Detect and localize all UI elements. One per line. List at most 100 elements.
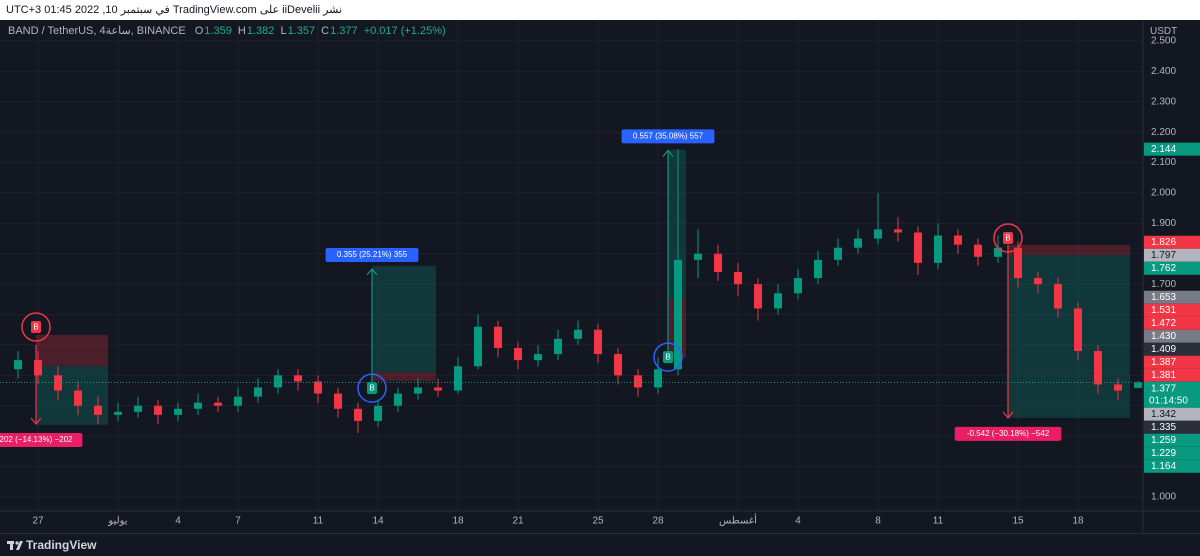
countdown: 01:14:50 bbox=[1149, 395, 1188, 406]
logo bbox=[7, 541, 23, 550]
x-tick-label: 11 bbox=[933, 516, 944, 527]
position-label: 0.355 (25.21%) 355 bbox=[337, 250, 408, 259]
profit-zone bbox=[1008, 254, 1130, 418]
price-label-box bbox=[1144, 446, 1200, 460]
y-tick-label: 1.000 bbox=[1151, 492, 1176, 503]
candle-body bbox=[694, 253, 702, 260]
x-tick-label: 21 bbox=[512, 516, 524, 527]
candle-body bbox=[334, 393, 342, 409]
ohlc-key: C bbox=[321, 25, 330, 37]
candle-body bbox=[994, 247, 1002, 257]
candle-body bbox=[174, 408, 182, 415]
x-tick-label: 14 bbox=[372, 516, 384, 527]
candle-body bbox=[774, 293, 782, 309]
publish-bar: نشر iiDevelii على TradingView.com في سبت… bbox=[0, 0, 1200, 20]
position-label-box bbox=[621, 129, 715, 144]
x-tick-label: يوليو bbox=[107, 516, 127, 527]
y-tick-label: 2.300 bbox=[1151, 96, 1176, 107]
position-label-box bbox=[325, 247, 419, 262]
candle-body bbox=[914, 232, 922, 263]
candle-body bbox=[74, 390, 82, 406]
signal-ring bbox=[21, 312, 51, 342]
publish-text: نشر iiDevelii على TradingView.com في سبت… bbox=[6, 4, 343, 16]
change: +0.017 (+1.25%) bbox=[363, 25, 446, 37]
candle-body bbox=[674, 259, 682, 370]
candle-body bbox=[834, 247, 842, 260]
candle-body bbox=[114, 411, 122, 415]
arrow-head bbox=[30, 417, 42, 425]
candle-body bbox=[234, 396, 242, 406]
y-tick-label: 1.700 bbox=[1151, 279, 1176, 290]
candle-body bbox=[1114, 384, 1122, 391]
x-tick-label: 18 bbox=[1072, 516, 1084, 527]
position-label: -0.542 (−30.18%) −542 bbox=[967, 429, 1050, 438]
x-tick-label: 7 bbox=[235, 516, 241, 527]
candle-body bbox=[134, 405, 142, 412]
price-label-box bbox=[1144, 235, 1200, 249]
candle-body bbox=[1094, 351, 1102, 385]
candle-body bbox=[54, 375, 62, 391]
candle-body bbox=[634, 375, 642, 388]
price-label: 1.387 bbox=[1151, 357, 1176, 368]
candle-body bbox=[254, 387, 262, 397]
brand: TradingView bbox=[26, 538, 97, 552]
profit-zone bbox=[372, 265, 436, 372]
candle-body bbox=[754, 284, 762, 309]
signal-text: B bbox=[1005, 234, 1010, 243]
price-label: 2.144 bbox=[1151, 144, 1176, 155]
y-tick-label: 2.500 bbox=[1151, 36, 1176, 47]
candle-body bbox=[874, 229, 882, 239]
candle-body bbox=[314, 381, 322, 394]
signal-badge bbox=[663, 351, 673, 364]
candle-body bbox=[14, 360, 22, 370]
price-label: 1.531 bbox=[1151, 305, 1176, 316]
price-label-box bbox=[1144, 290, 1200, 304]
price-label: 1.762 bbox=[1151, 263, 1176, 274]
ohlc-key: O bbox=[194, 25, 204, 37]
price-label-box bbox=[1144, 142, 1200, 156]
candle-body bbox=[934, 235, 942, 263]
price-label: 1.430 bbox=[1151, 331, 1176, 342]
candle-body bbox=[1134, 382, 1142, 388]
price-label-box bbox=[1144, 420, 1200, 434]
ohlc-key: H bbox=[237, 25, 246, 37]
candle-body bbox=[954, 235, 962, 245]
price-label: 1.342 bbox=[1151, 409, 1176, 420]
candle-body bbox=[1054, 284, 1062, 309]
x-tick-label: 15 bbox=[1012, 516, 1024, 527]
candle-body bbox=[734, 271, 742, 285]
candle-body bbox=[794, 278, 802, 294]
price-label-box bbox=[1144, 433, 1200, 447]
price-label: 1.259 bbox=[1151, 435, 1176, 446]
price-label-box bbox=[1144, 248, 1200, 262]
y-tick-label: 1.900 bbox=[1151, 218, 1176, 229]
y-tick-label: 2.400 bbox=[1151, 66, 1176, 77]
ohlc-value: 1.382 bbox=[246, 25, 275, 37]
price-label-box bbox=[1144, 316, 1200, 330]
candle-body bbox=[494, 326, 502, 348]
candle-body bbox=[474, 326, 482, 367]
candle-body bbox=[574, 329, 582, 339]
price-label-box bbox=[1144, 355, 1200, 369]
profit-zone bbox=[36, 365, 108, 425]
price-label-box bbox=[1144, 368, 1200, 382]
signal-ring bbox=[653, 342, 683, 372]
signal-badge bbox=[367, 382, 377, 395]
candle-body bbox=[454, 366, 462, 391]
candle-body bbox=[354, 408, 362, 421]
price-label: 1.797 bbox=[1151, 250, 1176, 261]
x-tick-label: 8 bbox=[875, 516, 881, 527]
x-tick-label: 18 bbox=[452, 516, 464, 527]
loss-zone bbox=[36, 334, 108, 366]
position-label: 202 (−14.13%) −202 bbox=[0, 435, 73, 444]
candle-body bbox=[154, 405, 162, 415]
candle-body bbox=[1074, 308, 1082, 352]
price-label: 1.229 bbox=[1151, 448, 1176, 459]
price-label-box bbox=[1144, 303, 1200, 317]
axis-unit: USDT bbox=[1150, 26, 1178, 37]
footer: TradingView bbox=[0, 533, 1200, 556]
price-label: 1.377 bbox=[1151, 383, 1176, 394]
price-label: 1.653 bbox=[1151, 292, 1176, 303]
ohlc-value: 1.357 bbox=[287, 25, 316, 37]
